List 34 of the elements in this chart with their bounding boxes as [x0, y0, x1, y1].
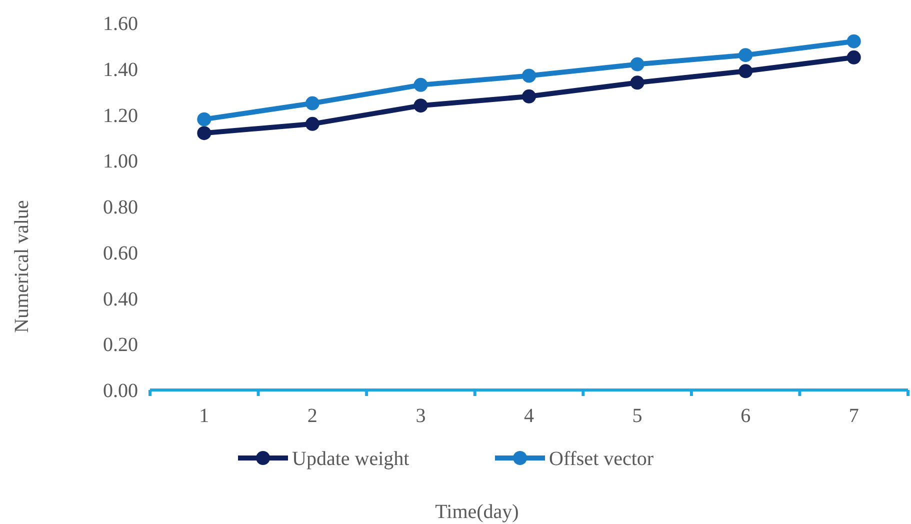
point	[738, 64, 753, 78]
legend-label: Update weight	[292, 448, 410, 470]
x-tick-label: 5	[632, 405, 642, 427]
y-tick-label: 0.40	[103, 288, 138, 310]
y-tick-label: 0.00	[103, 380, 138, 402]
legend-label: Offset vector	[549, 448, 654, 470]
point	[305, 116, 320, 131]
y-tick-label: 1.40	[103, 58, 138, 81]
y-tick-label: 1.00	[103, 150, 138, 173]
x-tick-label: 4	[524, 405, 534, 427]
y-axis-title: Numerical value	[11, 200, 33, 333]
point	[846, 34, 861, 48]
x-tick-label: 1	[199, 405, 210, 427]
point	[197, 126, 212, 140]
point	[522, 89, 536, 104]
point	[197, 112, 212, 126]
x-tick-label: 7	[848, 405, 859, 427]
point	[522, 68, 536, 83]
y-tick-label: 0.20	[103, 334, 138, 356]
x-tick-label: 6	[740, 405, 751, 427]
y-tick-label: 0.60	[103, 242, 138, 264]
x-axis-title: Time(day)	[435, 501, 519, 523]
point	[630, 76, 644, 90]
point	[414, 78, 428, 92]
x-tick-label: 3	[416, 405, 426, 427]
point	[846, 50, 861, 64]
y-tick-label: 0.80	[103, 196, 138, 218]
x-tick-label: 2	[307, 405, 318, 427]
point	[414, 98, 428, 113]
y-tick-label: 1.20	[103, 104, 138, 127]
point	[738, 48, 753, 62]
point	[630, 57, 644, 72]
point	[305, 96, 320, 110]
y-tick-label: 1.60	[103, 13, 138, 35]
